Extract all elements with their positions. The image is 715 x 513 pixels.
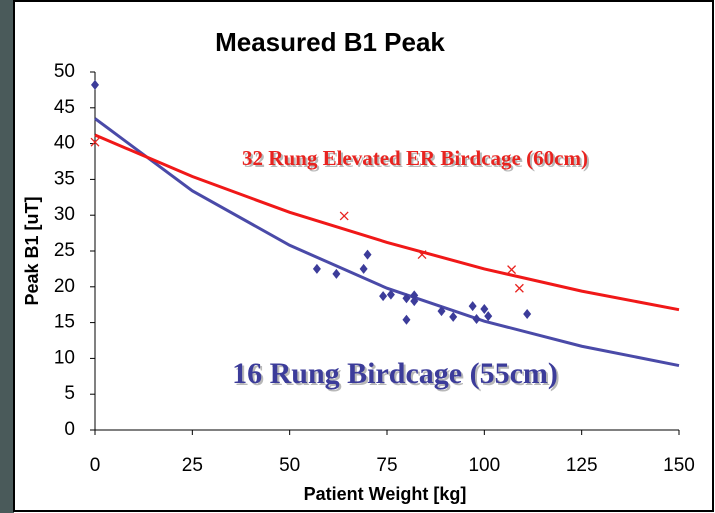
data-point (472, 314, 481, 325)
x-tick-label: 100 (468, 455, 500, 476)
y-tick-label: 25 (54, 240, 75, 261)
data-point (379, 291, 388, 302)
series-label-shadow: 16 Rung Birdcage (55cm) (234, 359, 560, 392)
data-point (339, 211, 349, 221)
y-tick-label: 0 (64, 419, 75, 440)
data-point (484, 311, 493, 322)
data-point (402, 293, 411, 304)
x-axis-label: Patient Weight [kg] (304, 484, 467, 504)
data-point (480, 303, 489, 314)
x-tick-label: 25 (182, 455, 203, 476)
data-point (90, 137, 100, 147)
data-point (437, 306, 446, 317)
side-strip (0, 0, 14, 513)
data-point (386, 289, 395, 300)
y-tick-label: 45 (54, 97, 75, 118)
y-tick-label: 35 (54, 168, 75, 189)
data-point (91, 79, 99, 90)
series-label: 16 Rung Birdcage (55cm) (232, 357, 558, 390)
y-tick-label: 30 (54, 204, 75, 225)
y-tick-label: 15 (54, 312, 75, 333)
x-tick-label: 125 (566, 455, 598, 476)
data-point (417, 250, 427, 260)
chart-title: Measured B1 Peak (215, 27, 445, 57)
data-point (363, 249, 372, 260)
x-tick-label: 50 (279, 455, 300, 476)
x-tick-label: 75 (376, 455, 397, 476)
data-point (410, 290, 419, 301)
data-point (449, 311, 458, 322)
y-tick-label: 40 (54, 133, 75, 154)
y-axis-label: Peak B1 [uT] (22, 196, 42, 305)
data-point (402, 314, 411, 325)
data-point (523, 309, 532, 320)
y-tick-label: 10 (54, 347, 75, 368)
series-label-shadow: 32 Rung Elevated ER Birdcage (60cm) (244, 148, 590, 172)
x-tick-label: 0 (90, 455, 101, 476)
y-tick-label: 50 (54, 61, 75, 82)
x-tick-label: 150 (663, 455, 695, 476)
series-label: 32 Rung Elevated ER Birdcage (60cm) (242, 146, 588, 170)
data-point (359, 263, 368, 274)
data-point (507, 265, 517, 275)
data-point (468, 301, 477, 312)
data-point (514, 283, 524, 293)
chart-frame (13, 0, 714, 512)
data-point (332, 268, 341, 279)
data-point (312, 263, 321, 274)
y-tick-label: 20 (54, 276, 75, 297)
trend-line (94, 133, 680, 312)
trend-line (94, 117, 680, 368)
y-tick-label: 5 (64, 383, 75, 404)
data-point (410, 296, 419, 307)
